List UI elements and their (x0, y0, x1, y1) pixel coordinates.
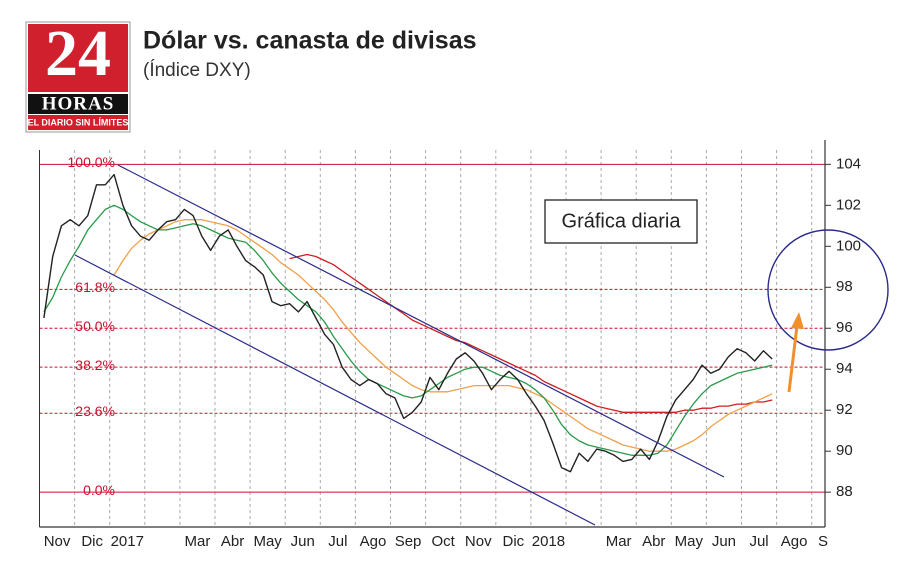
chart-subtitle: (Índice DXY) (143, 60, 251, 81)
x-tick-label: Oct (431, 533, 455, 550)
y-tick-label: 94 (836, 360, 853, 377)
x-tick-label: 2018 (532, 533, 565, 550)
x-tick-label: Jul (328, 533, 347, 550)
x-tick-label: Nov (44, 533, 71, 550)
logo-black (28, 94, 128, 114)
series-line (43, 173, 773, 473)
logo-number: 24 (45, 17, 111, 90)
channel-lower (74, 254, 596, 526)
level-label: 100.0% (68, 154, 115, 170)
x-tick-label: Jun (712, 533, 736, 550)
x-tick-label: Abr (221, 533, 244, 550)
x-tick-label: Ago (781, 533, 808, 550)
y-tick-label: 102 (836, 196, 861, 213)
annotation: Gráfica diaria (562, 210, 682, 232)
level-label: 38.2% (75, 357, 115, 373)
plot-area (39, 150, 825, 527)
x-tick-label: Abr (642, 533, 665, 550)
y-tick-label: 100 (836, 237, 861, 254)
chart-title: Dólar vs. canasta de divisas (143, 27, 477, 55)
level-label: 23.6% (75, 403, 115, 419)
logo: 24 HORAS EL DIARIO SIN LÍMITES (25, 17, 131, 133)
x-tick-label: Dic (81, 533, 103, 550)
x-tick-label: 2017 (111, 533, 144, 550)
logo-name: HORAS (42, 93, 115, 114)
arrow-shaft (787, 325, 799, 393)
x-tick-label: Dic (503, 533, 525, 550)
annotation-box (544, 199, 698, 244)
level-label: 0.0% (83, 482, 115, 498)
series-line (289, 253, 773, 413)
level-label: 61.8% (75, 279, 115, 295)
logo-tag-bg (28, 115, 128, 130)
plot: Nov Dic 2017 Mar Abr May Jun Jul Ago Sep Oct Nov Dic… (39, 140, 861, 550)
y-tick-label: 90 (836, 442, 853, 459)
x-tick-label: Mar (606, 533, 632, 550)
y-tick-label: 98 (836, 278, 853, 295)
y-tick-label: 96 (836, 319, 853, 336)
x-tick-label: Nov (465, 533, 492, 550)
x-tick-label: May (675, 533, 704, 550)
logo-red (28, 24, 128, 92)
channel-upper (117, 164, 725, 478)
y-tick-label: 92 (836, 401, 853, 418)
target-circle (767, 229, 889, 351)
x-tick-label: S (818, 533, 828, 550)
x-tick-label: Ago (360, 533, 387, 550)
x-tick-label: Jun (291, 533, 315, 550)
x-tick-label: Jul (749, 533, 768, 550)
y-tick-label: 88 (836, 483, 853, 500)
arrow-head (791, 312, 804, 329)
level-label: 50.0% (75, 318, 115, 334)
x-tick-label: Mar (185, 533, 211, 550)
series-line (113, 219, 773, 452)
x-tick-label: Sep (395, 533, 422, 550)
logo-tagline: EL DIARIO SIN LÍMITES (28, 117, 129, 127)
x-tick-label: May (253, 533, 282, 550)
y-tick-label: 104 (836, 155, 861, 172)
